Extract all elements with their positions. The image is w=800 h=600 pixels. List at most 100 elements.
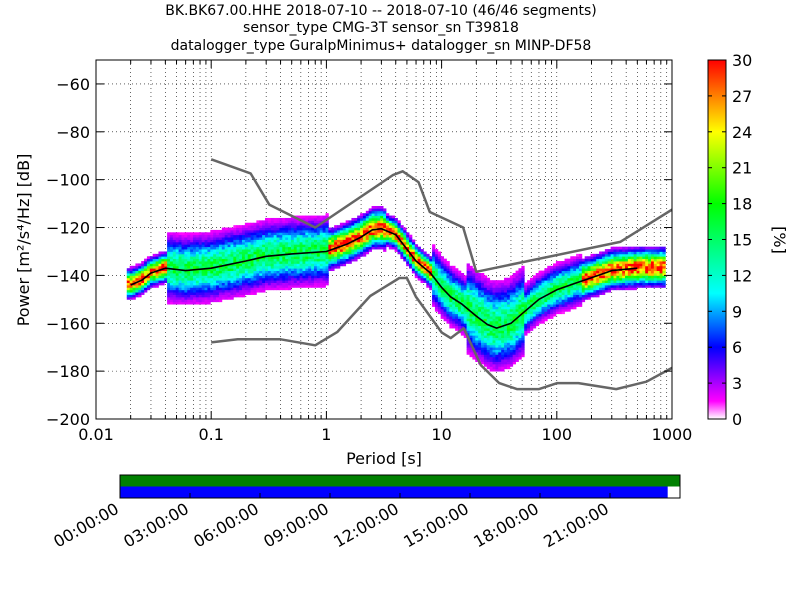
psd-cell	[216, 280, 220, 283]
psd-cell	[265, 284, 269, 288]
psd-cell	[489, 347, 493, 350]
psd-cell	[423, 263, 427, 267]
psd-cell	[299, 265, 303, 269]
colorbar-tick-label: 9	[732, 302, 742, 321]
psd-cell	[221, 294, 226, 298]
psd-cell	[492, 368, 496, 372]
psd-cell	[515, 342, 519, 346]
psd-cell	[227, 258, 231, 262]
psd-cell	[532, 316, 537, 319]
colorbar-tick-label: 0	[732, 410, 742, 429]
psd-cell	[555, 263, 560, 267]
psd-cell	[233, 268, 237, 272]
timeline-tick-label: 00:00:00	[50, 499, 122, 551]
psd-cell	[276, 273, 280, 276]
psd-cell	[587, 263, 591, 267]
psd-cell	[607, 277, 612, 281]
psd-cell	[265, 217, 269, 221]
psd-cell	[322, 229, 326, 233]
psd-cell	[607, 282, 612, 286]
psd-cell	[440, 316, 444, 319]
psd-cell	[187, 273, 191, 276]
psd-cell	[210, 265, 214, 269]
psd-cell	[553, 308, 557, 312]
psd-cell	[144, 280, 148, 283]
psd-cell	[630, 273, 635, 276]
psd-cell	[564, 270, 568, 274]
psd-cell	[383, 222, 387, 226]
psd-cell	[434, 273, 439, 276]
psd-cell	[587, 275, 591, 279]
psd-cell	[538, 273, 542, 276]
psd-cell	[195, 256, 200, 260]
psd-cell	[167, 244, 171, 248]
psd-cell	[417, 246, 421, 250]
psd-cell	[515, 313, 519, 317]
psd-cell	[368, 225, 372, 228]
psd-cell	[262, 270, 266, 274]
psd-cell	[244, 268, 249, 272]
psd-cell	[443, 301, 447, 305]
psd-cell	[653, 265, 658, 269]
psd-cell	[311, 237, 315, 240]
psd-cell	[573, 280, 577, 283]
psd-cell	[351, 251, 355, 255]
psd-cell	[360, 237, 364, 240]
psd-cell	[299, 275, 303, 279]
psd-cell	[452, 265, 456, 269]
psd-cell	[270, 222, 275, 226]
psd-cell	[161, 275, 165, 279]
psd-cell	[193, 277, 197, 281]
psd-cell	[460, 311, 465, 315]
psd-cell	[267, 244, 272, 248]
psd-cell	[469, 304, 473, 307]
psd-cell	[481, 351, 485, 355]
psd-cell	[244, 249, 249, 252]
psd-cell	[155, 282, 159, 286]
psd-cell	[403, 256, 407, 260]
psd-cell	[288, 273, 292, 276]
psd-cell	[167, 270, 171, 274]
psd-cell	[434, 294, 439, 298]
y-tick-label: −80	[56, 123, 90, 142]
psd-cell	[659, 249, 663, 252]
psd-cell	[322, 265, 326, 269]
psd-cell	[492, 330, 496, 334]
psd-cell	[210, 229, 214, 233]
psd-cell	[515, 275, 519, 279]
psd-cell	[167, 292, 171, 295]
psd-cell	[360, 229, 364, 233]
psd-cell	[216, 244, 220, 248]
psd-cell	[642, 284, 646, 288]
psd-cell	[440, 299, 444, 303]
psd-cell	[576, 284, 580, 288]
psd-cell	[138, 289, 142, 293]
psd-cell	[434, 308, 439, 312]
psd-cell	[553, 301, 557, 305]
psd-cell	[489, 337, 493, 341]
psd-cell	[290, 280, 295, 283]
psd-cell	[388, 241, 393, 245]
psd-cell	[432, 280, 436, 283]
psd-cell	[518, 316, 522, 319]
psd-cell	[596, 261, 600, 264]
psd-cell	[195, 232, 200, 236]
psd-cell	[210, 284, 214, 288]
psd-cell	[187, 258, 191, 262]
psd-cell	[619, 246, 623, 250]
psd-cell	[483, 342, 488, 346]
psd-cell	[247, 237, 252, 240]
psd-cell	[650, 280, 655, 283]
psd-cell	[146, 270, 151, 274]
psd-cell	[155, 280, 159, 283]
psd-cell	[193, 261, 197, 264]
psd-cell	[532, 284, 537, 288]
psd-cell	[233, 225, 237, 228]
psd-cell	[239, 280, 243, 283]
psd-cell	[506, 296, 511, 300]
psd-cell	[236, 289, 240, 293]
psd-cell	[498, 294, 502, 298]
psd-cell	[253, 222, 257, 226]
psd-cell	[302, 215, 306, 219]
psd-cell	[455, 313, 459, 317]
